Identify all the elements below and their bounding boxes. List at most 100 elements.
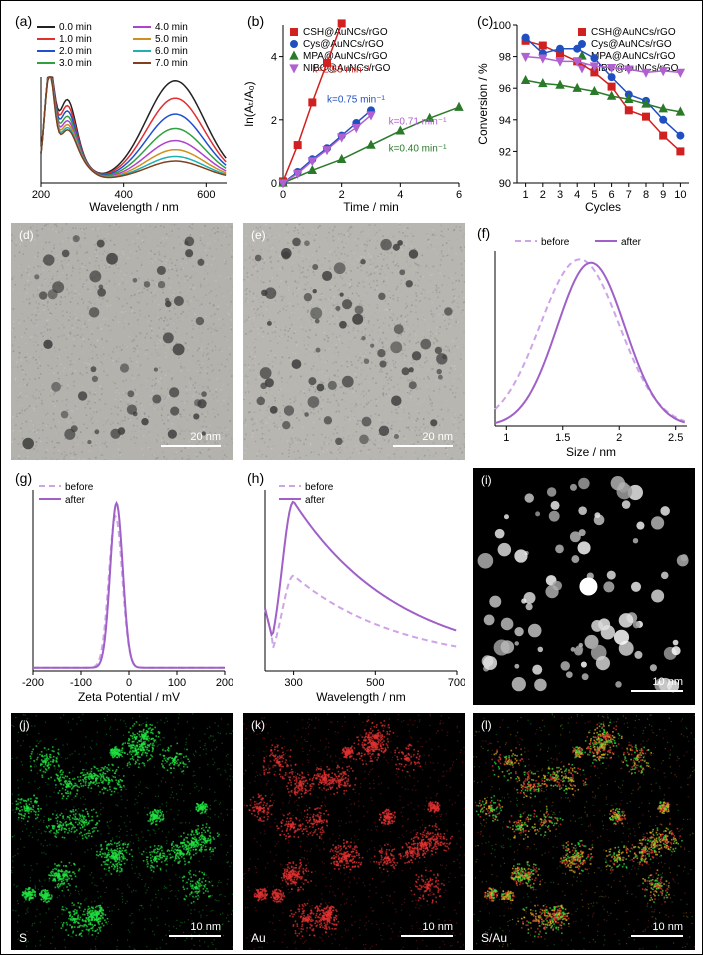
svg-text:3.0 min: 3.0 min <box>59 58 92 69</box>
svg-text:-200: -200 <box>22 677 44 689</box>
chart-g-svg: -200 -100 0 100 200 Zeta Potential / mV before… <box>11 468 233 705</box>
svg-text:20 nm: 20 nm <box>422 431 453 443</box>
svg-text:before: before <box>65 482 94 493</box>
svg-text:4.0 min: 4.0 min <box>155 22 188 33</box>
svg-text:CSH@AuNCs/rGO: CSH@AuNCs/rGO <box>591 27 676 38</box>
svg-text:MPA@AuNCs/rGO: MPA@AuNCs/rGO <box>303 51 388 62</box>
svg-text:(e): (e) <box>251 228 266 242</box>
svg-text:0: 0 <box>271 178 277 190</box>
svg-text:9: 9 <box>660 189 666 201</box>
chart-f-svg: 1 1.5 2 2.5 Size / nm before after <box>473 223 695 460</box>
panel-c: (c) 123456789109092949698100CyclesConver… <box>473 11 695 215</box>
svg-text:after: after <box>305 495 326 506</box>
panel-i: (i) 10 nm <box>473 468 695 705</box>
svg-text:500: 500 <box>366 677 384 689</box>
chart-h-svg: 300 500 700 Wavelength / nm before after <box>243 468 465 705</box>
svg-text:1.5: 1.5 <box>555 432 570 444</box>
svg-text:94: 94 <box>499 115 511 127</box>
svg-text:(i): (i) <box>481 473 492 487</box>
svg-text:2: 2 <box>540 189 546 201</box>
svg-text:CSH@AuNCs/rGO: CSH@AuNCs/rGO <box>303 27 388 38</box>
svg-text:7.0 min: 7.0 min <box>155 58 188 69</box>
panel-label-g: (g) <box>15 470 32 486</box>
panel-f: (f) 1 1.5 2 2.5 Size / nm before after <box>473 223 695 460</box>
image-e-svg: (e) 20 nm <box>243 223 465 460</box>
svg-text:10 nm: 10 nm <box>652 676 683 688</box>
svg-text:10: 10 <box>674 189 686 201</box>
panel-h: (h) 300 500 700 Wavelength / nm before after <box>243 468 465 705</box>
svg-text:-100: -100 <box>70 677 92 689</box>
svg-text:Wavelength / nm: Wavelength / nm <box>89 200 179 214</box>
panel-g: (g) -200 -100 0 100 200 Zeta Potential / mV be… <box>11 468 233 705</box>
figure-page: (a) 0.0 min1.0 min2.0 min3.0 min4.0 min5… <box>0 0 703 955</box>
svg-text:Time / min: Time / min <box>343 200 399 214</box>
chart-b-svg: 0246024Time / minln(Aₜ/A₀)CSH@AuNCs/rGOC… <box>243 11 465 215</box>
svg-text:before: before <box>305 482 334 493</box>
svg-text:3: 3 <box>557 189 563 201</box>
svg-text:2: 2 <box>616 432 622 444</box>
svg-text:1: 1 <box>523 189 529 201</box>
svg-text:20 nm: 20 nm <box>190 431 221 443</box>
svg-text:5.0 min: 5.0 min <box>155 34 188 45</box>
svg-text:7: 7 <box>626 189 632 201</box>
svg-text:Zeta Potential / mV: Zeta Potential / mV <box>78 690 180 704</box>
svg-text:2.5: 2.5 <box>668 432 683 444</box>
svg-text:after: after <box>621 237 642 248</box>
svg-text:6.0 min: 6.0 min <box>155 46 188 57</box>
svg-text:700: 700 <box>448 677 465 689</box>
svg-text:k=0.40 min⁻¹: k=0.40 min⁻¹ <box>389 143 447 154</box>
svg-text:300: 300 <box>284 677 302 689</box>
svg-text:after: after <box>65 495 86 506</box>
panel-b: (b) 0246024Time / minln(Aₜ/A₀)CSH@AuNCs/… <box>243 11 465 215</box>
svg-text:600: 600 <box>197 189 215 201</box>
svg-text:100: 100 <box>493 20 511 32</box>
panel-j: (j)S10 nm <box>11 713 233 950</box>
svg-text:2: 2 <box>271 115 277 127</box>
panel-label-a: (a) <box>15 13 32 29</box>
svg-text:2.0 min: 2.0 min <box>59 46 92 57</box>
chart-a-svg: 0.0 min1.0 min2.0 min3.0 min 4.0 min5.0 m… <box>11 11 233 215</box>
svg-text:100: 100 <box>168 677 186 689</box>
svg-text:Conversion / %: Conversion / % <box>476 63 490 145</box>
svg-text:1.0 min: 1.0 min <box>59 34 92 45</box>
image-d-svg: (d) 20 nm <box>11 223 233 460</box>
panel-a: (a) 0.0 min1.0 min2.0 min3.0 min 4.0 min5… <box>11 11 233 215</box>
svg-text:6: 6 <box>456 189 462 201</box>
image-k-svg: (k)Au10 nm <box>243 713 465 950</box>
svg-text:MPA@AuNCs/rGO: MPA@AuNCs/rGO <box>591 51 676 62</box>
svg-text:200: 200 <box>216 677 233 689</box>
svg-text:96: 96 <box>499 83 511 95</box>
svg-text:k=0.75 min⁻¹: k=0.75 min⁻¹ <box>327 94 385 105</box>
svg-text:1: 1 <box>503 432 509 444</box>
svg-text:98: 98 <box>499 52 511 64</box>
panel-label-h: (h) <box>247 470 264 486</box>
image-i-svg: (i) 10 nm <box>473 468 695 705</box>
panel-label-b: (b) <box>247 13 264 29</box>
svg-text:4: 4 <box>574 189 580 201</box>
chart-c-svg: 123456789109092949698100CyclesConversion… <box>473 11 695 215</box>
svg-text:Wavelength / nm: Wavelength / nm <box>316 690 406 704</box>
svg-text:200: 200 <box>32 189 50 201</box>
svg-text:before: before <box>541 237 570 248</box>
svg-text:Cys@AuNCs/rGO: Cys@AuNCs/rGO <box>591 39 672 50</box>
image-l-svg: (l)S/Au10 nm <box>473 713 695 950</box>
svg-text:k=2.53 min⁻¹: k=2.53 min⁻¹ <box>312 64 370 75</box>
svg-text:Cycles: Cycles <box>585 200 621 214</box>
panel-l: (l)S/Au10 nm <box>473 713 695 950</box>
svg-text:(d): (d) <box>19 228 34 242</box>
panel-label-f: (f) <box>477 225 490 241</box>
panel-d: (d) 20 nm <box>11 223 233 460</box>
svg-text:0: 0 <box>280 189 286 201</box>
panel-k: (k)Au10 nm <box>243 713 465 950</box>
svg-text:ln(Aₜ/A₀): ln(Aₜ/A₀) <box>243 81 256 126</box>
svg-text:0.0 min: 0.0 min <box>59 22 92 33</box>
svg-text:92: 92 <box>499 146 511 158</box>
image-j-svg: (j)S10 nm <box>11 713 233 950</box>
svg-text:Size / nm: Size / nm <box>566 445 616 459</box>
svg-text:Cys@AuNCs/rGO: Cys@AuNCs/rGO <box>303 39 384 50</box>
svg-text:4: 4 <box>271 52 277 64</box>
svg-text:k=0.71 min⁻¹: k=0.71 min⁻¹ <box>389 117 447 128</box>
svg-text:8: 8 <box>643 189 649 201</box>
panel-label-c: (c) <box>477 13 493 29</box>
svg-text:0: 0 <box>126 677 132 689</box>
